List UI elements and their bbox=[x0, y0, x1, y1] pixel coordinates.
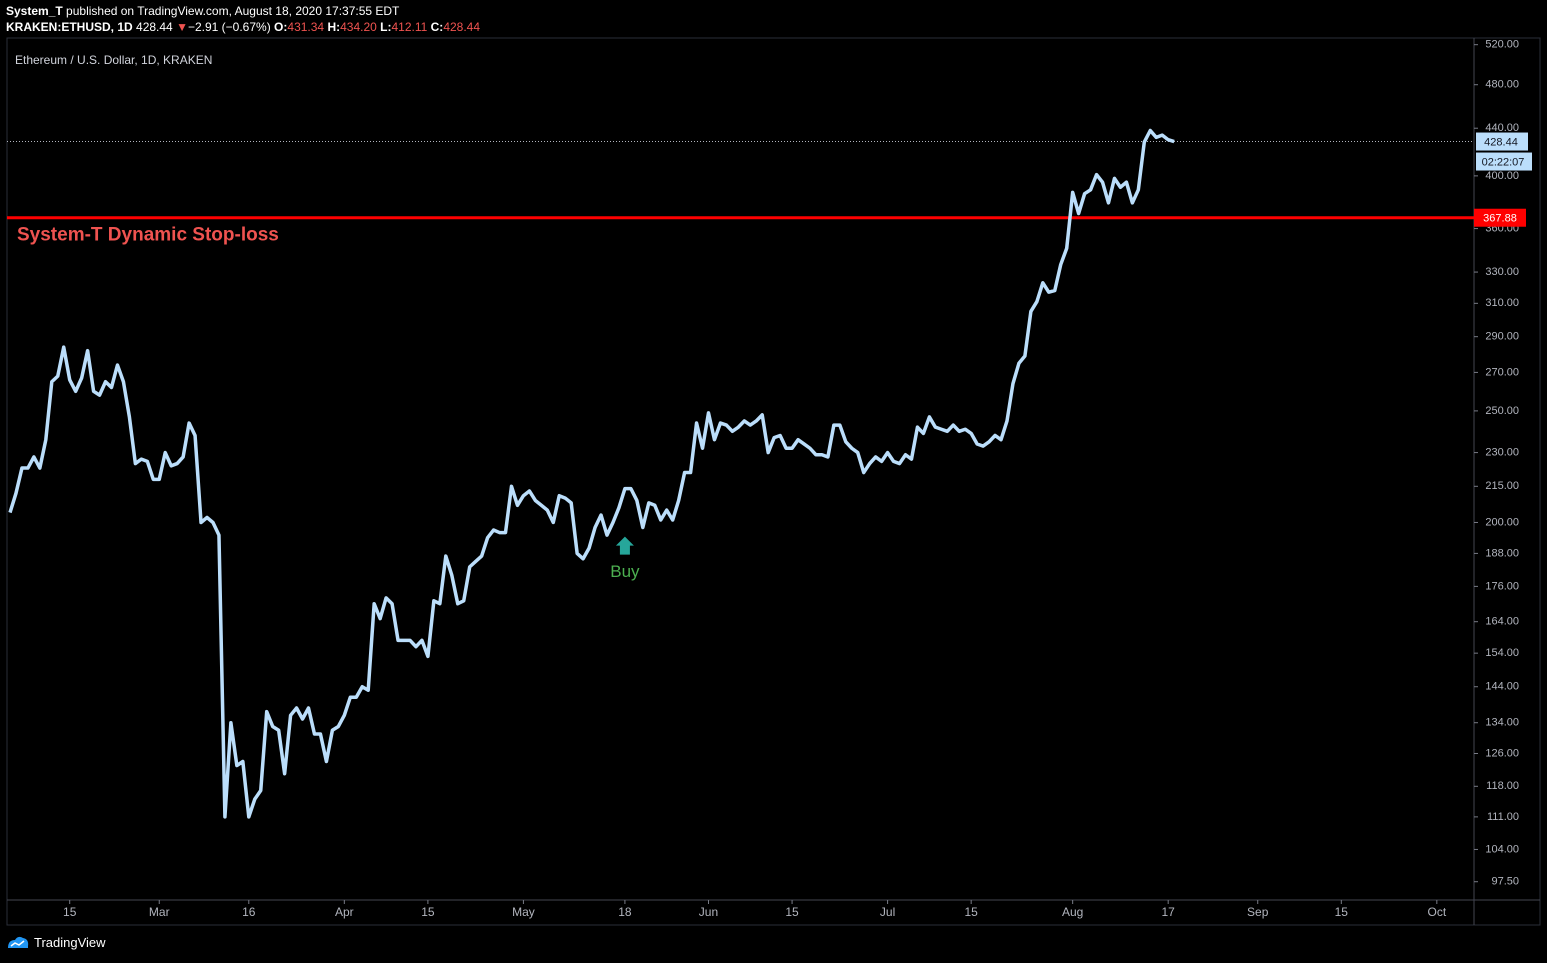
y-tick-label: 188.00 bbox=[1485, 547, 1519, 559]
y-tick-label: 111.00 bbox=[1487, 811, 1519, 823]
ohlc-value: 434.20 bbox=[340, 20, 377, 34]
chart-title: Ethereum / U.S. Dollar, 1D, KRAKEN bbox=[15, 53, 212, 67]
ohlc-label: O: bbox=[274, 20, 288, 34]
y-tick-label: 104.00 bbox=[1485, 843, 1519, 855]
brand-logo bbox=[8, 936, 29, 948]
countdown-box bbox=[1476, 152, 1532, 171]
y-tick-label: 250.00 bbox=[1485, 405, 1519, 417]
ohlc-label: C: bbox=[430, 20, 444, 34]
ohlc-value: 412.11 bbox=[391, 20, 428, 34]
y-tick-label: 480.00 bbox=[1485, 79, 1519, 91]
y-tick-label: 310.00 bbox=[1485, 297, 1519, 309]
ohlc-value: 431.34 bbox=[287, 20, 325, 34]
y-tick-label: 176.00 bbox=[1485, 580, 1519, 592]
price-line bbox=[8, 128, 1175, 819]
x-tick-label: 15 bbox=[964, 905, 978, 919]
y-tick-label: 520.00 bbox=[1485, 39, 1519, 51]
y-tick-label: 290.00 bbox=[1485, 331, 1519, 343]
x-tick-label: 15 bbox=[785, 905, 799, 919]
published-text: published on TradingView.com, August 18,… bbox=[66, 4, 400, 18]
y-tick-label: 200.00 bbox=[1485, 516, 1519, 528]
x-tick-label: 17 bbox=[1162, 905, 1176, 919]
x-tick-label: 15 bbox=[1335, 905, 1349, 919]
y-tick-label: 230.00 bbox=[1485, 446, 1519, 458]
x-tick-label: Sep bbox=[1247, 905, 1269, 919]
ohlc-label: H: bbox=[327, 20, 341, 34]
brand: TradingView bbox=[34, 934, 106, 950]
countdown-label: 02:22:07 bbox=[1482, 156, 1525, 168]
y-tick-label: 118.00 bbox=[1486, 780, 1519, 792]
y-tick-label: 270.00 bbox=[1485, 366, 1519, 378]
y-tick-label: 144.00 bbox=[1485, 681, 1519, 693]
y-tick-label: 215.00 bbox=[1485, 480, 1519, 492]
footer: TradingView bbox=[6, 934, 106, 950]
x-tick-label: Mar bbox=[149, 905, 170, 919]
y-tick-label: 164.00 bbox=[1485, 616, 1519, 628]
x-tick-label: 18 bbox=[618, 905, 632, 919]
x-tick-label: Jun bbox=[699, 905, 718, 919]
symbol-line: KRAKEN:ETHUSD, 1D 428.44 ▼−2.91 (−0.67%)… bbox=[6, 19, 480, 35]
x-tick-label: Aug bbox=[1062, 905, 1083, 919]
x-tick-label: Apr bbox=[335, 905, 354, 919]
chart-frame bbox=[6, 37, 1541, 926]
down-arrow: ▼ bbox=[176, 20, 188, 34]
stop-loss-price: 367.88 bbox=[1483, 213, 1517, 225]
x-tick-label: 16 bbox=[242, 905, 256, 919]
x-tick-label: May bbox=[512, 905, 535, 919]
change: −2.91 (−0.67%) bbox=[187, 20, 271, 34]
buy-arrow bbox=[615, 536, 634, 555]
y-tick-label: 330.00 bbox=[1485, 266, 1519, 278]
y-tick-label: 154.00 bbox=[1485, 647, 1519, 659]
y-tick-label: 97.50 bbox=[1491, 876, 1519, 888]
y-tick-label: 126.00 bbox=[1485, 747, 1519, 759]
y-tick-label: 440.00 bbox=[1485, 122, 1519, 134]
x-tick-label: Oct bbox=[1427, 905, 1446, 919]
y-tick-label: 400.00 bbox=[1485, 170, 1519, 182]
stop-loss-label: System-T Dynamic Stop-loss bbox=[17, 225, 279, 246]
last-price-box bbox=[1476, 132, 1528, 151]
stop-loss-box bbox=[1474, 208, 1526, 227]
header: System_T published on TradingView.com, A… bbox=[6, 3, 480, 35]
ohlc-label: L: bbox=[380, 20, 392, 34]
x-tick-label: Jul bbox=[880, 905, 895, 919]
y-tick-label: 134.00 bbox=[1485, 717, 1519, 729]
x-tick-label: 15 bbox=[63, 905, 77, 919]
publisher: System_T bbox=[6, 4, 63, 18]
symbol: KRAKEN:ETHUSD, 1D bbox=[6, 20, 133, 34]
publish-line: System_T published on TradingView.com, A… bbox=[6, 3, 480, 19]
last-price-label: 428.44 bbox=[1484, 136, 1518, 148]
buy-label: Buy bbox=[610, 562, 640, 581]
last: 428.44 bbox=[136, 20, 173, 34]
x-tick-label: 15 bbox=[421, 905, 435, 919]
ohlc-value: 428.44 bbox=[443, 20, 481, 34]
